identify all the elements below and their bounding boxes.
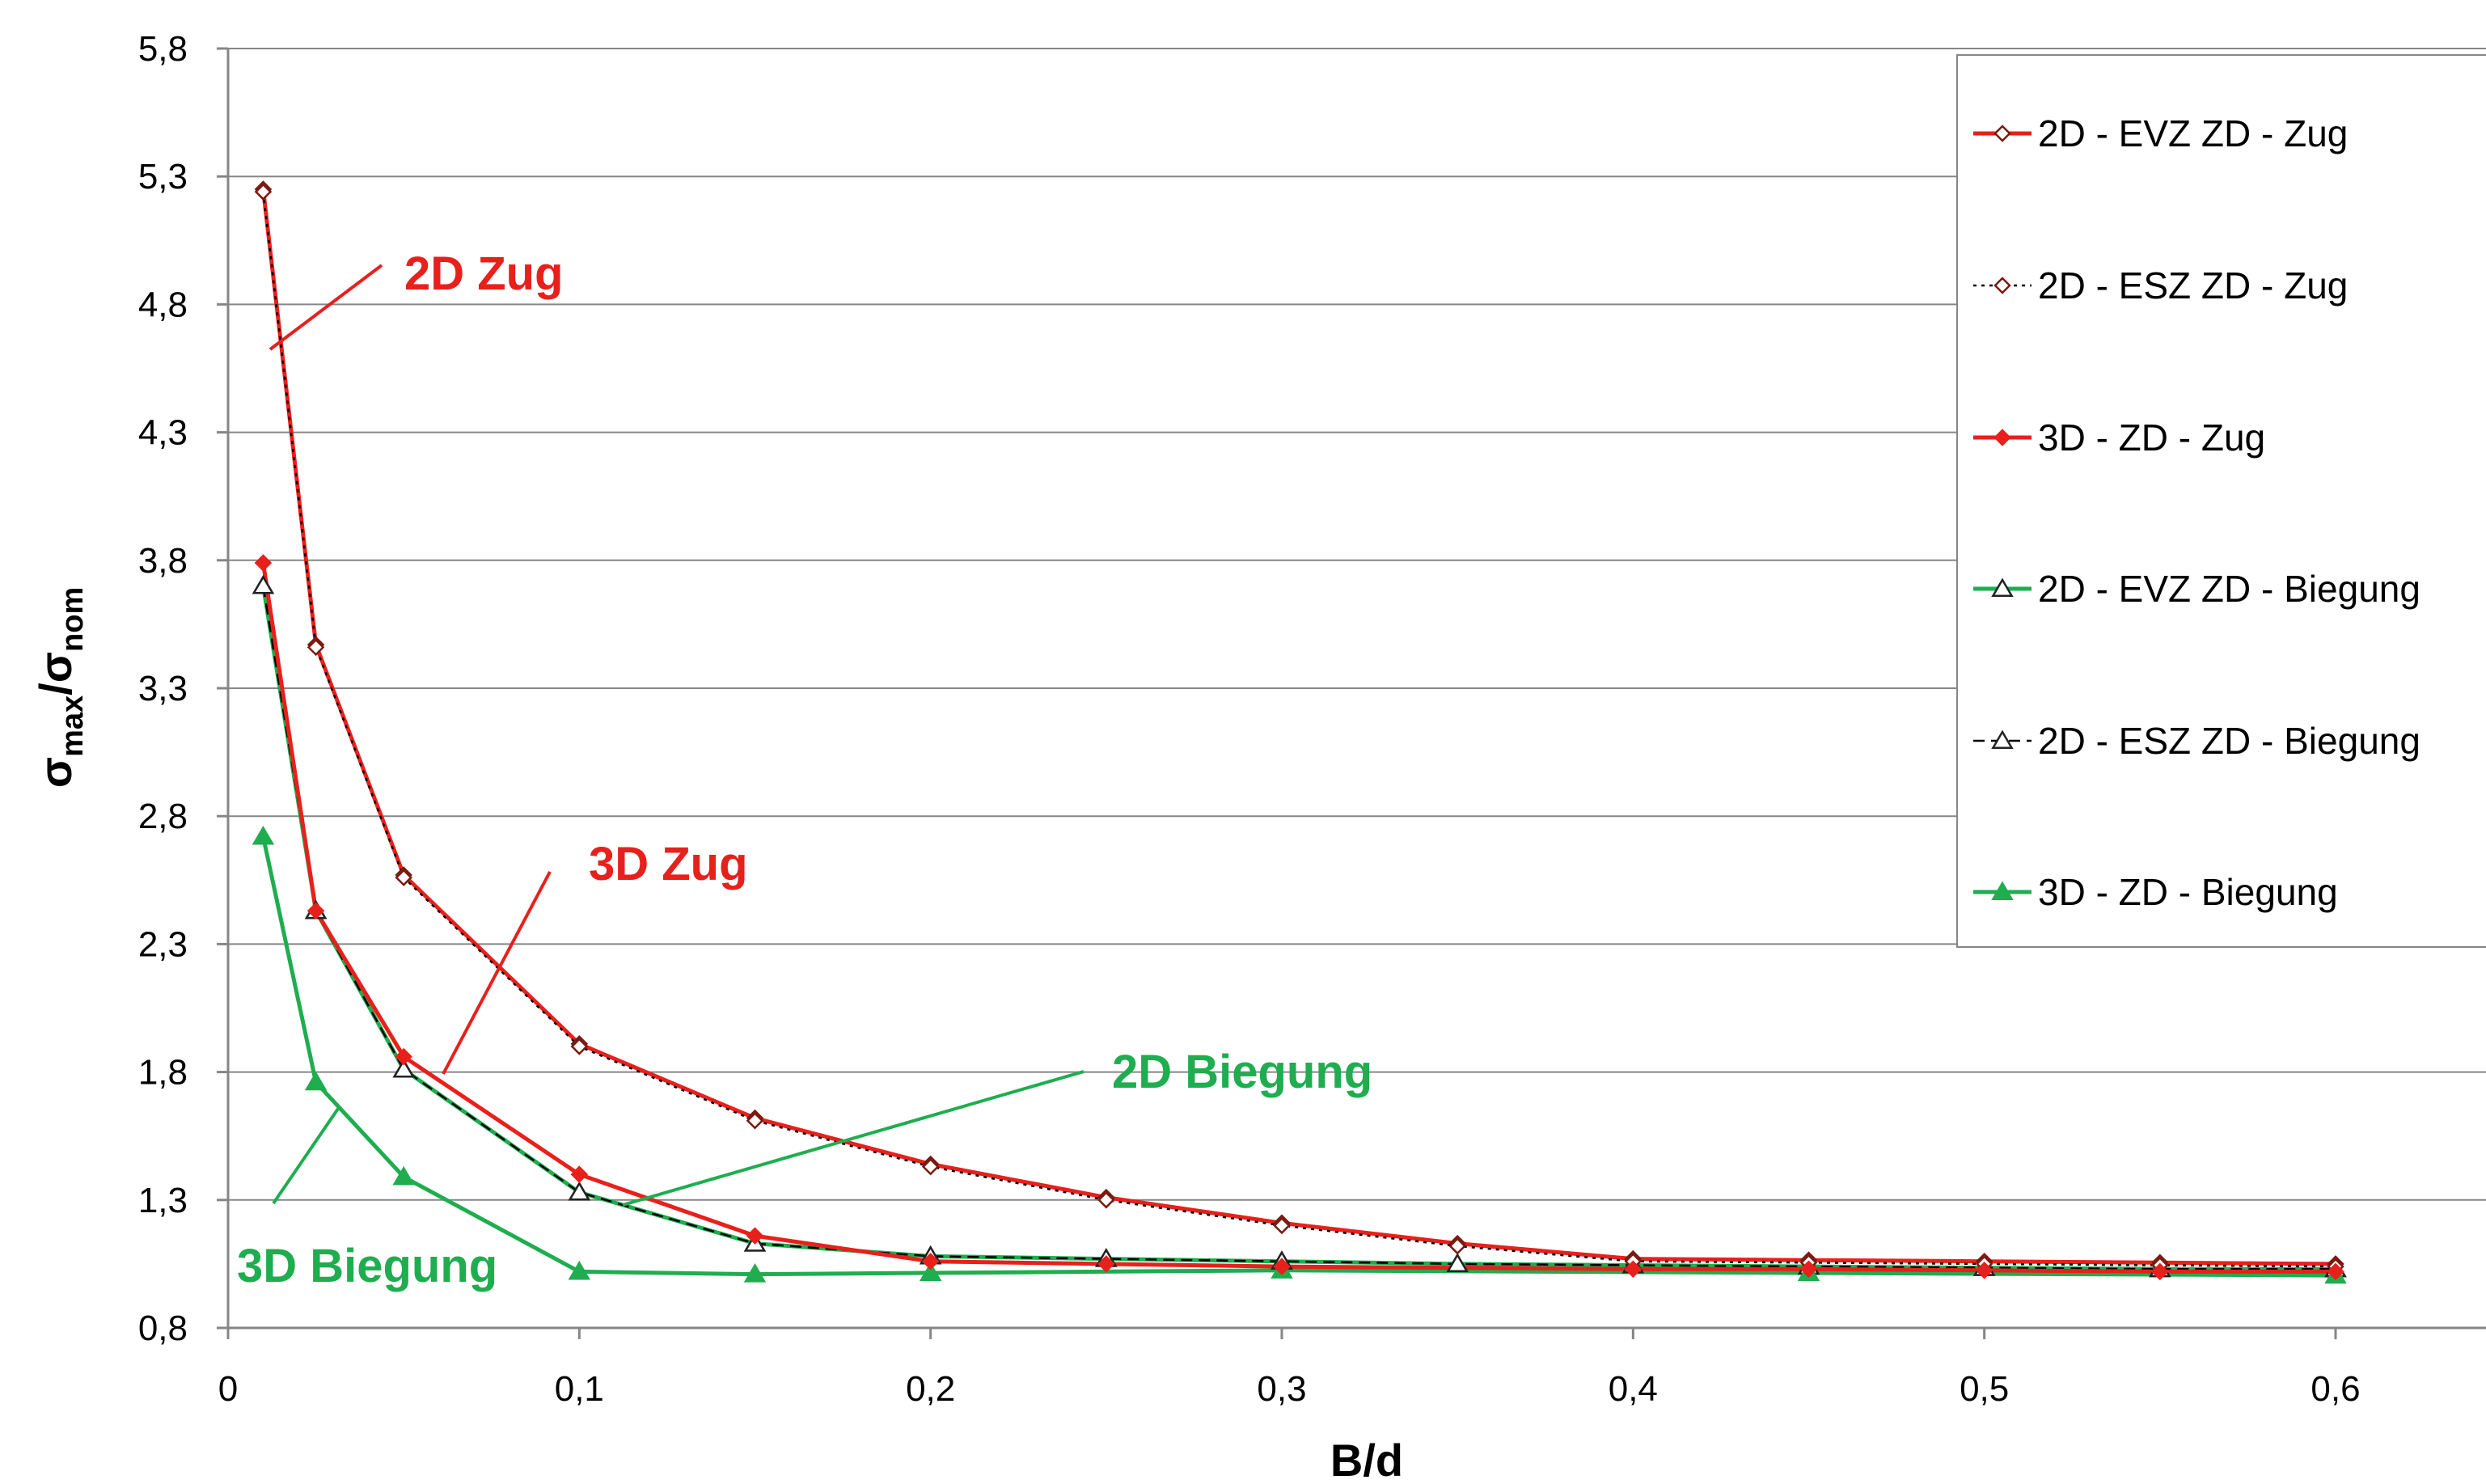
data-point	[746, 1111, 764, 1130]
legend-marker	[1991, 577, 2014, 598]
legend-label: 3D - ZD - Biegung	[2038, 871, 2338, 913]
data-point	[1448, 1237, 1466, 1255]
y-tick-label: 4,3	[138, 413, 188, 453]
data-point	[252, 826, 275, 845]
y-axis-title-sub2: nom	[56, 587, 90, 652]
series-line	[262, 192, 2336, 1268]
data-point	[2327, 1262, 2344, 1281]
y-tick-label: 4,8	[138, 285, 188, 324]
data-point	[568, 1181, 591, 1201]
x-tick-label: 0,1	[555, 1369, 604, 1409]
annotation-3d-zug: 3D Zug	[589, 838, 748, 890]
legend-label: 3D - ZD - Zug	[2038, 416, 2265, 459]
legend-label: 2D - EVZ ZD - Biegung	[2038, 568, 2420, 610]
data-point	[1273, 1258, 1291, 1275]
annotation-2d-zug: 2D Zug	[404, 247, 564, 300]
x-tick-label: 0,5	[1960, 1369, 2009, 1409]
series-line	[262, 586, 2336, 1270]
legend-label: 2D - EVZ ZD - Zug	[2038, 112, 2348, 154]
data-point	[254, 183, 273, 201]
data-point	[570, 1038, 589, 1055]
data-point	[1975, 1262, 1993, 1279]
data-point	[392, 1058, 415, 1078]
x-tick-label: 0,3	[1257, 1369, 1306, 1409]
y-tick-label: 0,8	[138, 1309, 188, 1348]
y-tick-label: 1,8	[138, 1053, 188, 1093]
data-point	[743, 1263, 767, 1283]
x-tick-label: 0	[218, 1369, 238, 1409]
x-tick-label: 0,4	[1609, 1369, 1658, 1409]
data-point	[395, 1047, 412, 1066]
data-point	[252, 574, 275, 594]
y-tick-label: 5,8	[138, 29, 188, 69]
data-point	[746, 1227, 764, 1245]
data-point	[307, 902, 325, 920]
annotation-3d-zug-leader	[442, 871, 552, 1075]
data-point	[2151, 1262, 2169, 1281]
annotation-3d-biegung: 3D Biegung	[237, 1240, 497, 1292]
data-point	[1097, 1191, 1115, 1209]
data-point	[254, 554, 273, 572]
data-point	[921, 1157, 940, 1176]
data-point	[919, 1262, 942, 1282]
y-tick-label: 2,3	[138, 924, 188, 964]
data-point	[395, 869, 412, 886]
annotation-2d-biegung-leader	[622, 1070, 1084, 1207]
y-tick-label: 5,3	[138, 157, 188, 197]
y-tick-labels: 0,8 1,3 1,8 2,3 2,8 3,3 3,8 4,3 4,8 5,3 5,8	[138, 29, 188, 1348]
y-tick-label: 2,8	[138, 797, 188, 836]
y-tick-label: 3,8	[138, 541, 188, 581]
legend-box	[1956, 54, 2486, 948]
data-point	[570, 1165, 589, 1183]
data-point	[1624, 1260, 1643, 1278]
data-point	[921, 1252, 940, 1270]
x-tick-label: 0,2	[906, 1369, 955, 1409]
annotation-2d-zug-leader	[268, 264, 383, 351]
data-point	[1273, 1216, 1291, 1235]
markers-group	[252, 180, 2347, 1284]
y-tick-label: 1,3	[138, 1181, 188, 1220]
data-point	[1446, 1253, 1469, 1272]
data-point	[568, 1260, 591, 1280]
data-point	[1097, 1255, 1115, 1273]
legend-marker	[1991, 729, 2014, 750]
x-tick-label: 0,6	[2311, 1369, 2360, 1409]
y-tick-label: 3,3	[138, 669, 188, 708]
legend-marker	[1993, 277, 2011, 294]
x-axis-title: B/d	[1330, 1435, 1403, 1484]
legend: 2D - EVZ ZD - Zug 2D - ESZ ZD - Zug 3D - Z…	[1956, 54, 2486, 948]
x-tick-labels: 0 0,1 0,2 0,3 0,4 0,5 0,6	[218, 1369, 2361, 1409]
data-point	[304, 1071, 328, 1091]
legend-marker	[1993, 429, 2011, 446]
annotation-2d-biegung: 2D Biegung	[1112, 1046, 1372, 1098]
annotations: 2D Zug 3D Zug 2D Biegung 3D Biegung	[237, 247, 1372, 1292]
legend-label: 2D - ESZ ZD - Zug	[2038, 264, 2348, 307]
axes	[226, 49, 2486, 1330]
legend-marker	[1993, 125, 2011, 142]
y-axis-title-main: σ	[30, 757, 81, 788]
y-axis-title-slash: /σ	[30, 652, 81, 695]
legend-marker	[1991, 881, 2014, 901]
data-point	[307, 638, 325, 657]
series-line	[260, 188, 2336, 1266]
data-point	[392, 1165, 415, 1186]
data-point	[1799, 1260, 1818, 1278]
legend-label: 2D - ESZ ZD - Biegung	[2038, 720, 2420, 762]
y-axis-title: σmax/σnom	[30, 587, 90, 788]
annotation-3d-biegung-leader	[272, 1105, 341, 1205]
y-axis-title-sub1: max	[56, 695, 90, 757]
